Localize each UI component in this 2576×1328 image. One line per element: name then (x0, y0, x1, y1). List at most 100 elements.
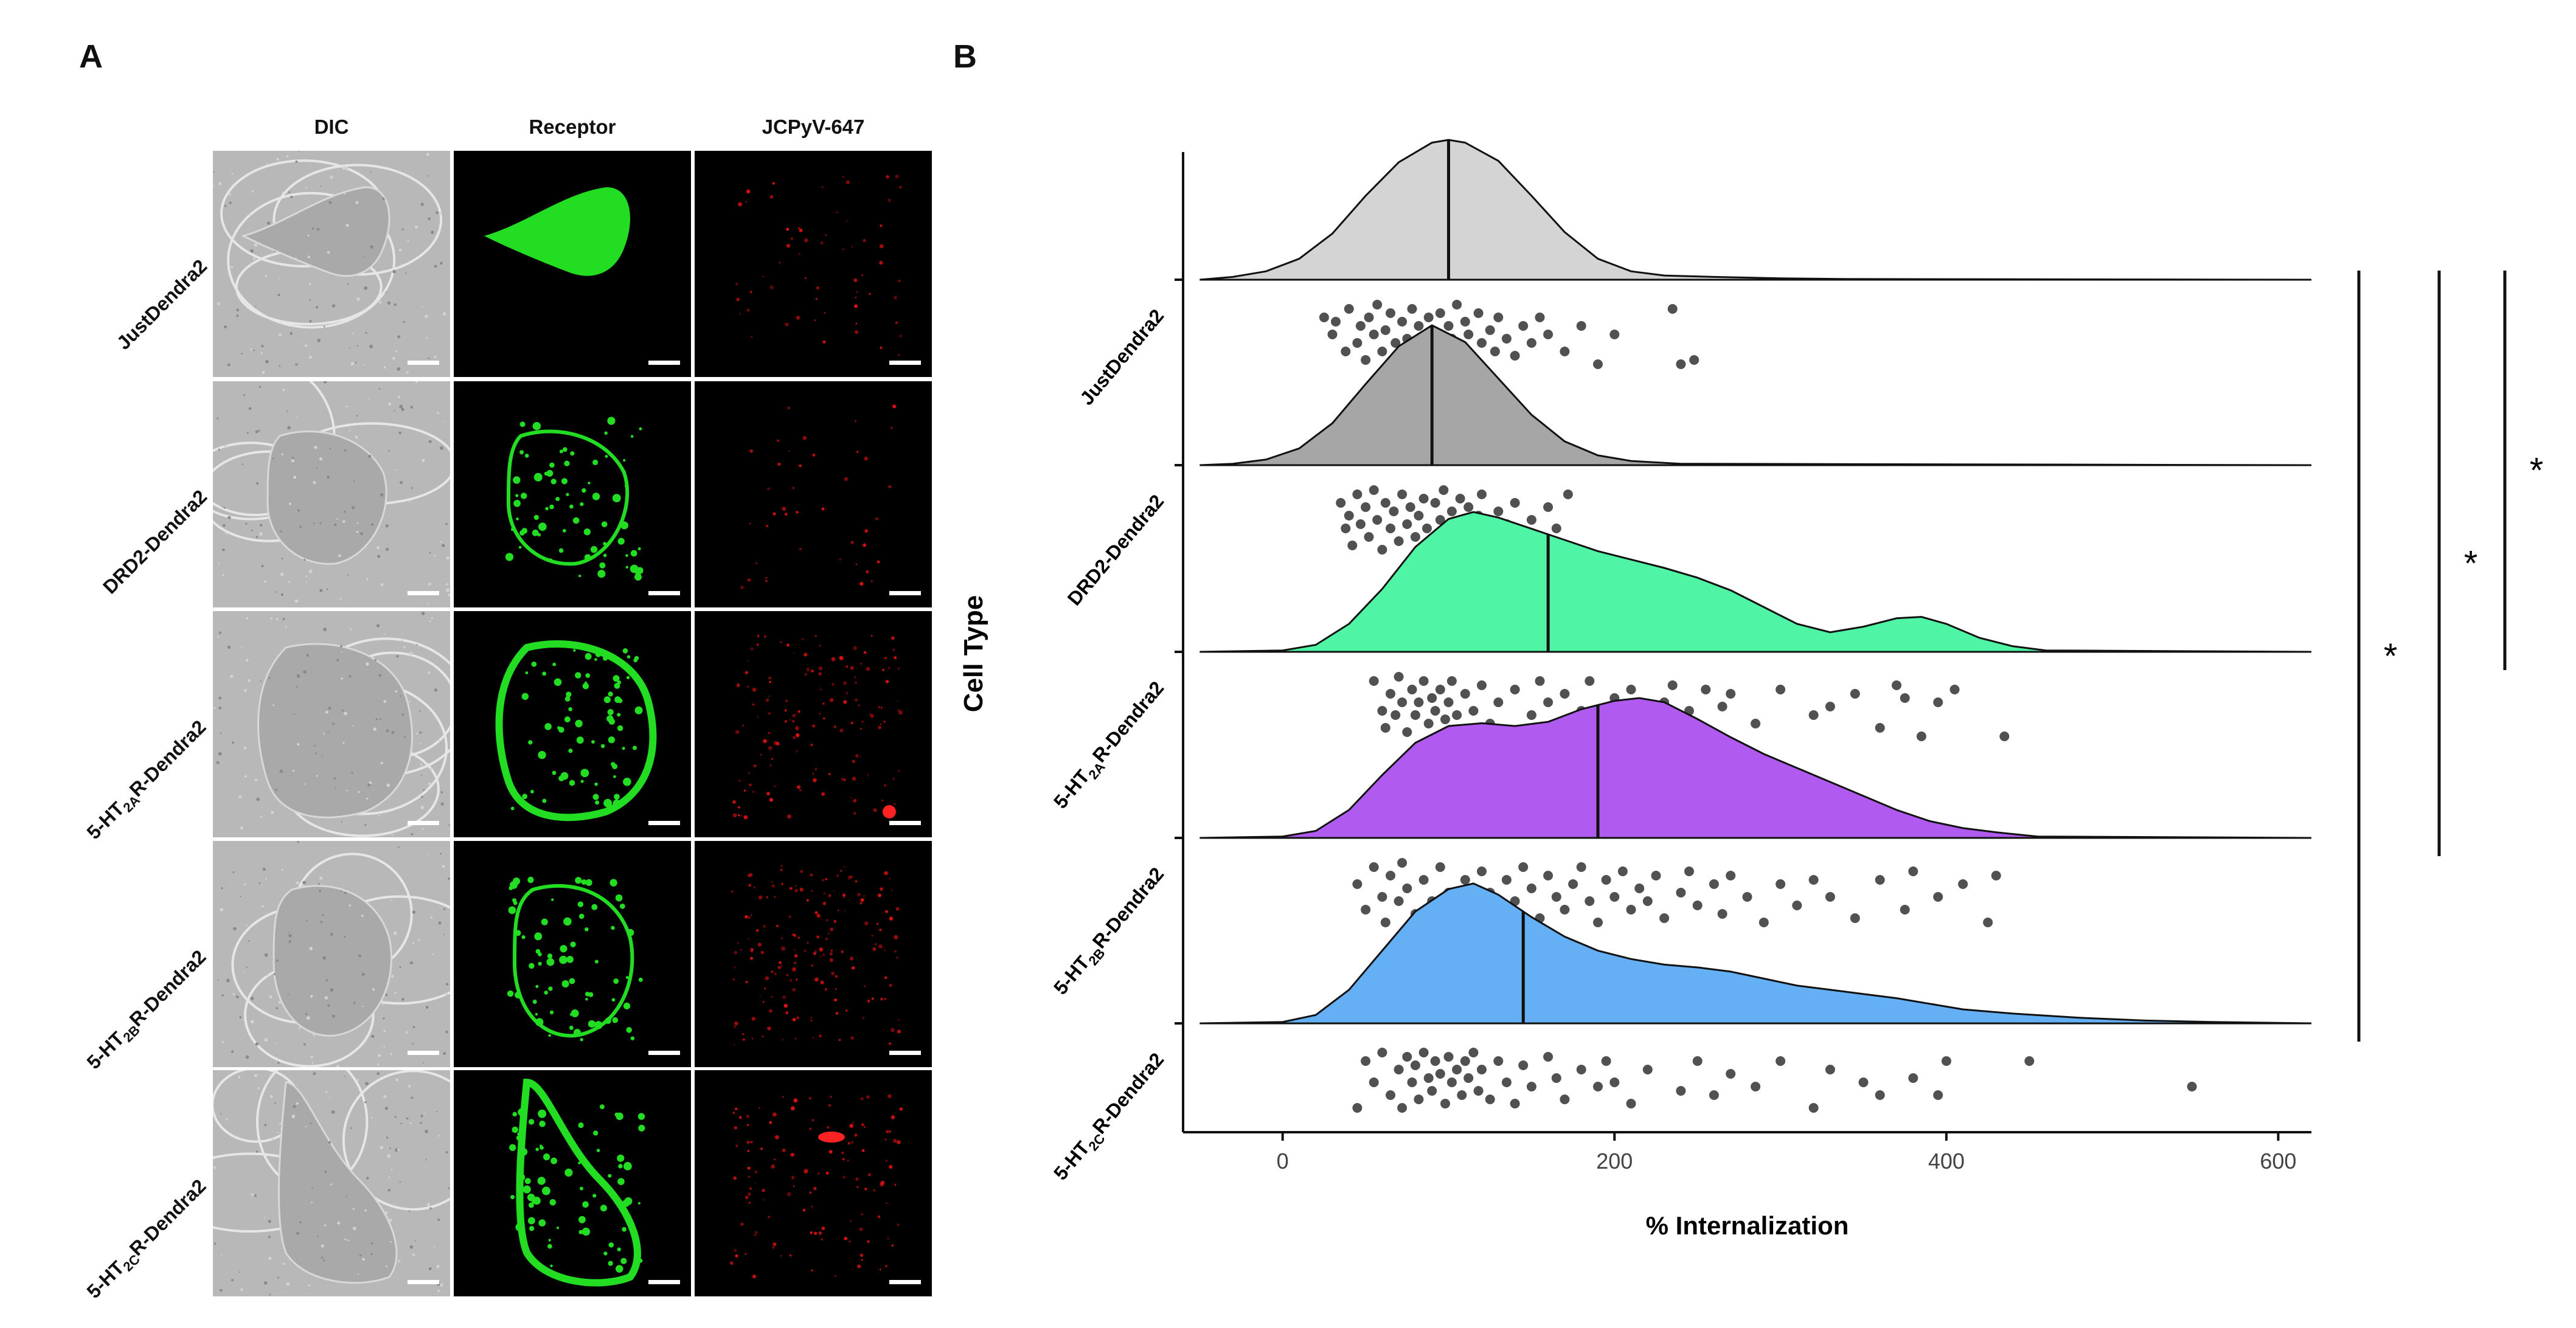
receptor-micrograph (454, 381, 691, 607)
data-point (1410, 532, 1420, 542)
x-tick-label: 400 (1928, 1149, 1965, 1174)
data-point (1427, 693, 1437, 703)
data-point (1423, 719, 1434, 728)
y-tick-label-suffix: R-Dendra2 (1088, 863, 1168, 952)
data-point (1825, 892, 1835, 902)
data-point (1440, 1099, 1450, 1108)
data-point (1369, 862, 1379, 872)
density-cloud (1199, 139, 2312, 281)
data-point (1958, 879, 1968, 889)
data-point (2187, 1082, 2197, 1091)
data-point (1352, 1103, 1363, 1113)
data-point (1908, 866, 1918, 876)
receptor-micrograph (454, 151, 691, 377)
data-point (1364, 313, 1374, 322)
scale-bar (648, 821, 680, 825)
data-point (1380, 723, 1390, 733)
data-point (1933, 892, 1943, 902)
scale-bar (408, 1280, 439, 1284)
data-point (1394, 1065, 1404, 1074)
data-point (1386, 871, 1395, 880)
data-point (1593, 359, 1603, 369)
data-point (1410, 710, 1420, 720)
y-tick-label-main: JustDendra2 (1075, 305, 1168, 409)
data-point (1543, 871, 1554, 880)
data-point (1609, 330, 1620, 339)
data-point (1717, 909, 1727, 919)
data-point (1933, 1090, 1943, 1100)
y-tick-label: DRD2-Dendra2 (1063, 490, 1168, 609)
scale-bar (408, 591, 439, 595)
data-point (1473, 1086, 1484, 1096)
data-point (1726, 871, 1736, 880)
dic-micrograph (213, 611, 450, 837)
data-point (1676, 888, 1686, 897)
data-point (1850, 913, 1860, 923)
density-cloud (1199, 697, 2312, 839)
data-point (1386, 308, 1395, 318)
data-point (1601, 1056, 1611, 1066)
data-point (1551, 524, 1561, 533)
data-point (1443, 1052, 1454, 1062)
data-point (1414, 321, 1424, 331)
data-point (1626, 685, 1636, 694)
data-point (1414, 511, 1424, 520)
data-point (1319, 313, 1329, 322)
dic-micrograph (213, 381, 450, 607)
data-point (1477, 338, 1487, 348)
density-cloud (1199, 511, 2312, 653)
data-point (1460, 1056, 1470, 1066)
panel-b-letter: B (953, 38, 977, 75)
scale-bar (408, 821, 439, 825)
data-point (1576, 862, 1586, 872)
data-point (1485, 1095, 1495, 1104)
data-point (1751, 719, 1761, 728)
y-tick-label-suffix: R-Dendra2 (1088, 677, 1168, 766)
data-point (1443, 697, 1454, 707)
data-point (1858, 1077, 1869, 1087)
data-point (1692, 901, 1703, 910)
significance-star: * (2464, 544, 2478, 584)
data-point (1493, 507, 1504, 516)
data-point (1414, 697, 1424, 707)
data-point (1460, 875, 1470, 885)
data-point (1900, 905, 1910, 915)
data-point (1526, 1082, 1536, 1091)
data-point (1526, 338, 1536, 348)
data-point (1493, 697, 1504, 707)
data-point (1751, 1082, 1761, 1091)
data-point (1440, 714, 1450, 724)
data-point (1875, 875, 1885, 885)
y-tick-label-suffix: R-Dendra2 (1088, 1048, 1168, 1138)
data-point (1397, 489, 1408, 499)
data-point (1825, 702, 1835, 711)
data-point (1435, 685, 1445, 694)
data-point (1394, 536, 1404, 546)
virus-micrograph (695, 841, 932, 1067)
scale-bar (408, 1051, 439, 1055)
data-point (1355, 519, 1366, 529)
data-point (1526, 884, 1536, 893)
x-tick-label: 200 (1596, 1149, 1633, 1174)
data-point (1510, 351, 1520, 361)
micrograph-grid (213, 151, 932, 1296)
data-point (1361, 502, 1371, 512)
data-point (1689, 355, 1699, 365)
data-point (1364, 532, 1374, 542)
data-point (1347, 541, 1358, 550)
data-point (1460, 689, 1470, 699)
data-point (1380, 498, 1390, 508)
data-point (1642, 1065, 1653, 1074)
virus-micrograph (695, 1070, 932, 1296)
data-point (1692, 1056, 1703, 1066)
data-point (1726, 689, 1736, 699)
data-point (1593, 918, 1603, 927)
data-point (1380, 325, 1390, 335)
data-point (1568, 879, 1578, 889)
series-5: 5-HT2CR-Dendra2 (1049, 882, 2312, 1184)
receptor-micrograph (454, 1070, 691, 1296)
data-point (1941, 1056, 1951, 1066)
data-point (1477, 1065, 1487, 1074)
data-point (1331, 317, 1341, 327)
data-point (1418, 676, 1429, 686)
